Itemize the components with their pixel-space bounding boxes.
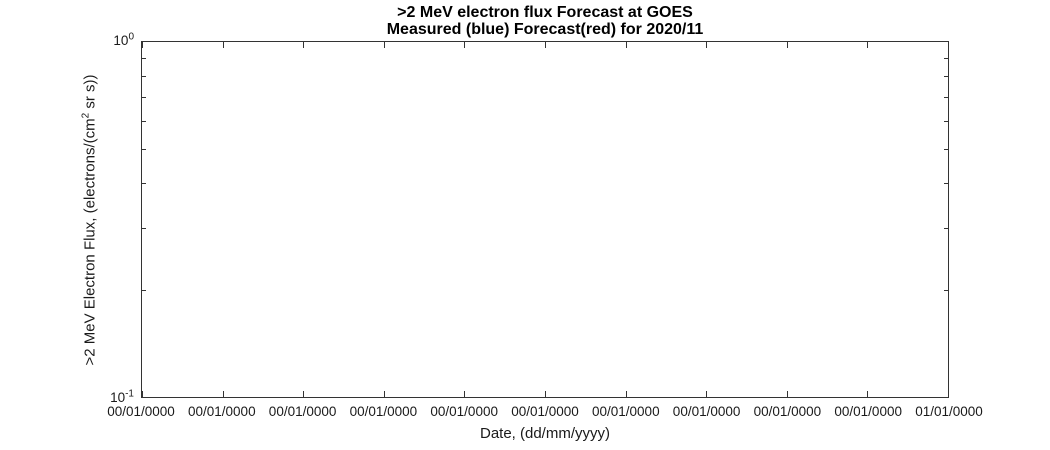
x-tick-label: 00/01/0000: [188, 404, 256, 419]
chart-title: >2 MeV electron flux Forecast at GOES: [397, 4, 693, 21]
x-major-tick-top: [464, 42, 466, 48]
x-major-tick: [948, 391, 949, 397]
x-major-tick-top: [303, 42, 305, 48]
y-minor-tick-right: [944, 96, 948, 98]
x-major-tick-top: [625, 42, 627, 48]
x-major-tick: [303, 391, 305, 397]
y-minor-tick: [142, 148, 146, 150]
y-tick-exponent: -1: [125, 388, 134, 400]
x-tick-label: 00/01/0000: [430, 404, 498, 419]
y-minor-tick: [142, 227, 146, 229]
x-tick-label: 01/01/0000: [915, 404, 983, 419]
y-minor-tick-right: [944, 58, 948, 60]
y-minor-tick-right: [944, 290, 948, 292]
y-axis-label-suffix: sr s)): [81, 74, 99, 113]
x-tick-label: 00/01/0000: [834, 404, 902, 419]
series-plot: [142, 42, 948, 397]
y-axis-label: >2 MeV Electron Flux, (electrons/(cm2 sr…: [80, 74, 99, 366]
x-major-tick: [867, 391, 869, 397]
x-tick-label: 00/01/0000: [672, 404, 741, 419]
y-minor-tick: [142, 76, 146, 78]
x-major-tick-top: [786, 42, 788, 48]
y-minor-tick: [142, 183, 146, 185]
x-major-tick: [545, 391, 546, 397]
chart-subtitle: Measured (blue) Forecast(red) for 2020/1…: [386, 21, 704, 38]
x-major-tick: [222, 391, 224, 397]
plot-area: [141, 41, 949, 398]
x-major-tick: [706, 391, 708, 397]
x-major-tick: [625, 391, 627, 397]
y-tick-exponent: 0: [128, 31, 134, 43]
x-tick-label: 00/01/0000: [268, 404, 337, 419]
x-major-tick-top: [948, 42, 949, 48]
y-minor-tick: [142, 96, 146, 98]
x-major-tick-top: [383, 42, 385, 48]
chart-titles: >2 MeV electron flux Forecast at GOES Me…: [141, 4, 949, 38]
x-major-tick-top: [706, 42, 708, 48]
x-axis-label: Date, (dd/mm/yyyy): [479, 425, 611, 442]
y-minor-tick: [142, 58, 146, 60]
x-major-tick-top: [545, 42, 546, 48]
x-major-tick: [142, 391, 143, 397]
x-major-tick: [786, 391, 788, 397]
y-axis-label-superscript: 2: [80, 112, 92, 119]
x-major-tick: [464, 391, 466, 397]
y-minor-tick-right: [944, 183, 948, 185]
x-tick-label: 00/01/0000: [349, 404, 418, 419]
x-major-tick-top: [142, 42, 143, 48]
x-tick-label: 00/01/0000: [753, 404, 822, 419]
y-tick-base: 10: [110, 390, 126, 405]
x-major-tick: [383, 391, 385, 397]
y-tick-base: 10: [113, 33, 129, 48]
y-minor-tick-right: [944, 227, 948, 229]
x-tick-label: 00/01/0000: [592, 404, 660, 419]
y-minor-tick-right: [944, 148, 948, 150]
y-tick-label: 100: [0, 32, 134, 50]
x-tick-label: 00/01/0000: [107, 404, 175, 419]
y-minor-tick-right: [944, 76, 948, 78]
x-major-tick-top: [867, 42, 869, 48]
x-major-tick-top: [222, 42, 224, 48]
x-tick-label: 00/01/0000: [511, 404, 579, 419]
y-axis-label-prefix: >2 MeV Electron Flux, (electrons/(cm: [81, 118, 99, 366]
y-minor-tick: [142, 290, 146, 292]
y-tick-label: 10-1: [0, 389, 134, 407]
y-minor-tick-right: [944, 120, 948, 122]
y-minor-tick: [142, 120, 146, 122]
